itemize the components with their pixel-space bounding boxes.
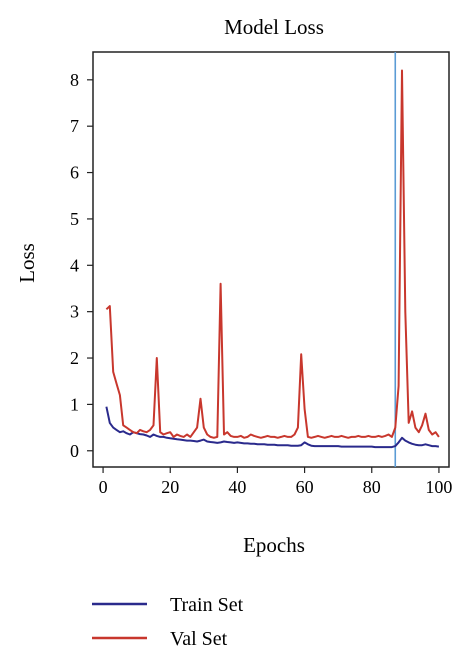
y-tick-label: 5 (70, 209, 79, 229)
y-axis-label: Loss (15, 243, 39, 283)
y-tick-label: 2 (70, 348, 79, 368)
plot-area (105, 52, 440, 467)
y-tick-label: 0 (70, 441, 79, 461)
axis-ticks: 0 20 40 60 80 100 0 1 2 3 4 5 6 7 8 (70, 70, 452, 497)
y-tick-label: 1 (70, 394, 79, 414)
chart-title: Model Loss (224, 15, 324, 39)
series-line-val-set (105, 69, 440, 439)
y-tick-label: 7 (70, 116, 79, 136)
legend-label: Val Set (170, 628, 228, 650)
x-axis-label: Epochs (243, 533, 305, 557)
legend-label: Train Set (170, 594, 244, 616)
y-tick-label: 4 (70, 255, 79, 275)
y-tick-label: 6 (70, 163, 79, 183)
series-line-train-set (105, 406, 440, 449)
x-tick-label: 60 (296, 477, 314, 497)
y-tick-label: 8 (70, 70, 79, 90)
x-tick-label: 100 (425, 477, 452, 497)
legend: Train Set Val Set (92, 594, 244, 650)
y-tick-label: 3 (70, 302, 79, 322)
x-tick-label: 40 (228, 477, 246, 497)
plot-frame (92, 51, 450, 468)
x-tick-label: 80 (363, 477, 381, 497)
x-tick-label: 0 (99, 477, 108, 497)
x-tick-label: 20 (161, 477, 179, 497)
